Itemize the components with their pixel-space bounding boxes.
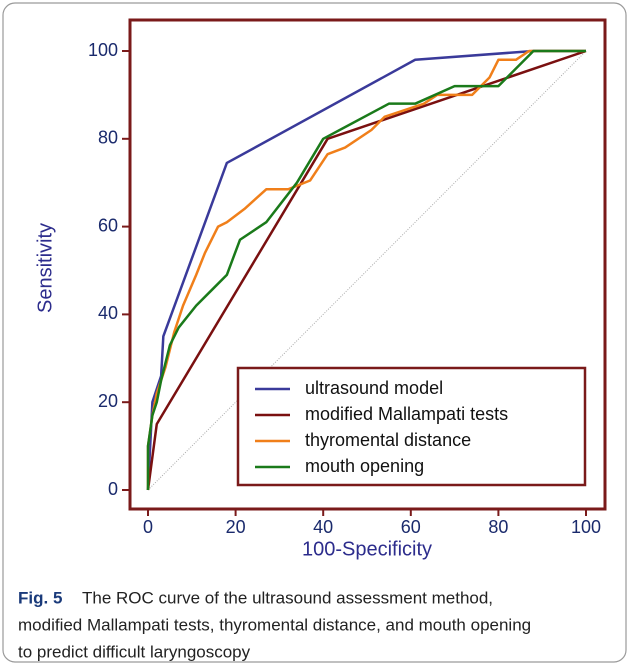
plot-frame [128, 18, 607, 511]
x-tick-label: 80 [488, 517, 508, 537]
x-axis-title: 100-Specificity [302, 538, 432, 560]
y-axis-title: Sensitivity [34, 223, 56, 313]
y-tick-label: 80 [98, 128, 118, 148]
y-tick-label: 40 [98, 303, 118, 323]
caption-line: to predict difficult laryngoscopy [18, 642, 251, 661]
legend-label: mouth opening [305, 456, 424, 476]
x-tick-label: 60 [401, 517, 421, 537]
y-tick-label: 60 [98, 215, 118, 235]
y-tick-label: 100 [88, 40, 118, 60]
x-tick-label: 40 [313, 517, 333, 537]
caption-line: modified Mallampati tests, thyromental d… [18, 615, 531, 634]
legend-box [236, 366, 587, 487]
x-tick-label: 20 [226, 517, 246, 537]
x-tick-label: 0 [143, 517, 153, 537]
caption-label: Fig. 5 [18, 588, 62, 607]
legend-label: thyromental distance [305, 430, 471, 450]
caption-line: The ROC curve of the ultrasound assessme… [82, 588, 493, 607]
reference-line [147, 50, 587, 491]
legend-label: ultrasound model [305, 378, 443, 398]
roc-line [146, 49, 586, 490]
legend-label: modified Mallampati tests [305, 404, 508, 424]
y-tick-label: 0 [108, 479, 118, 499]
y-tick-label: 20 [98, 391, 118, 411]
x-tick-label: 100 [571, 517, 601, 537]
